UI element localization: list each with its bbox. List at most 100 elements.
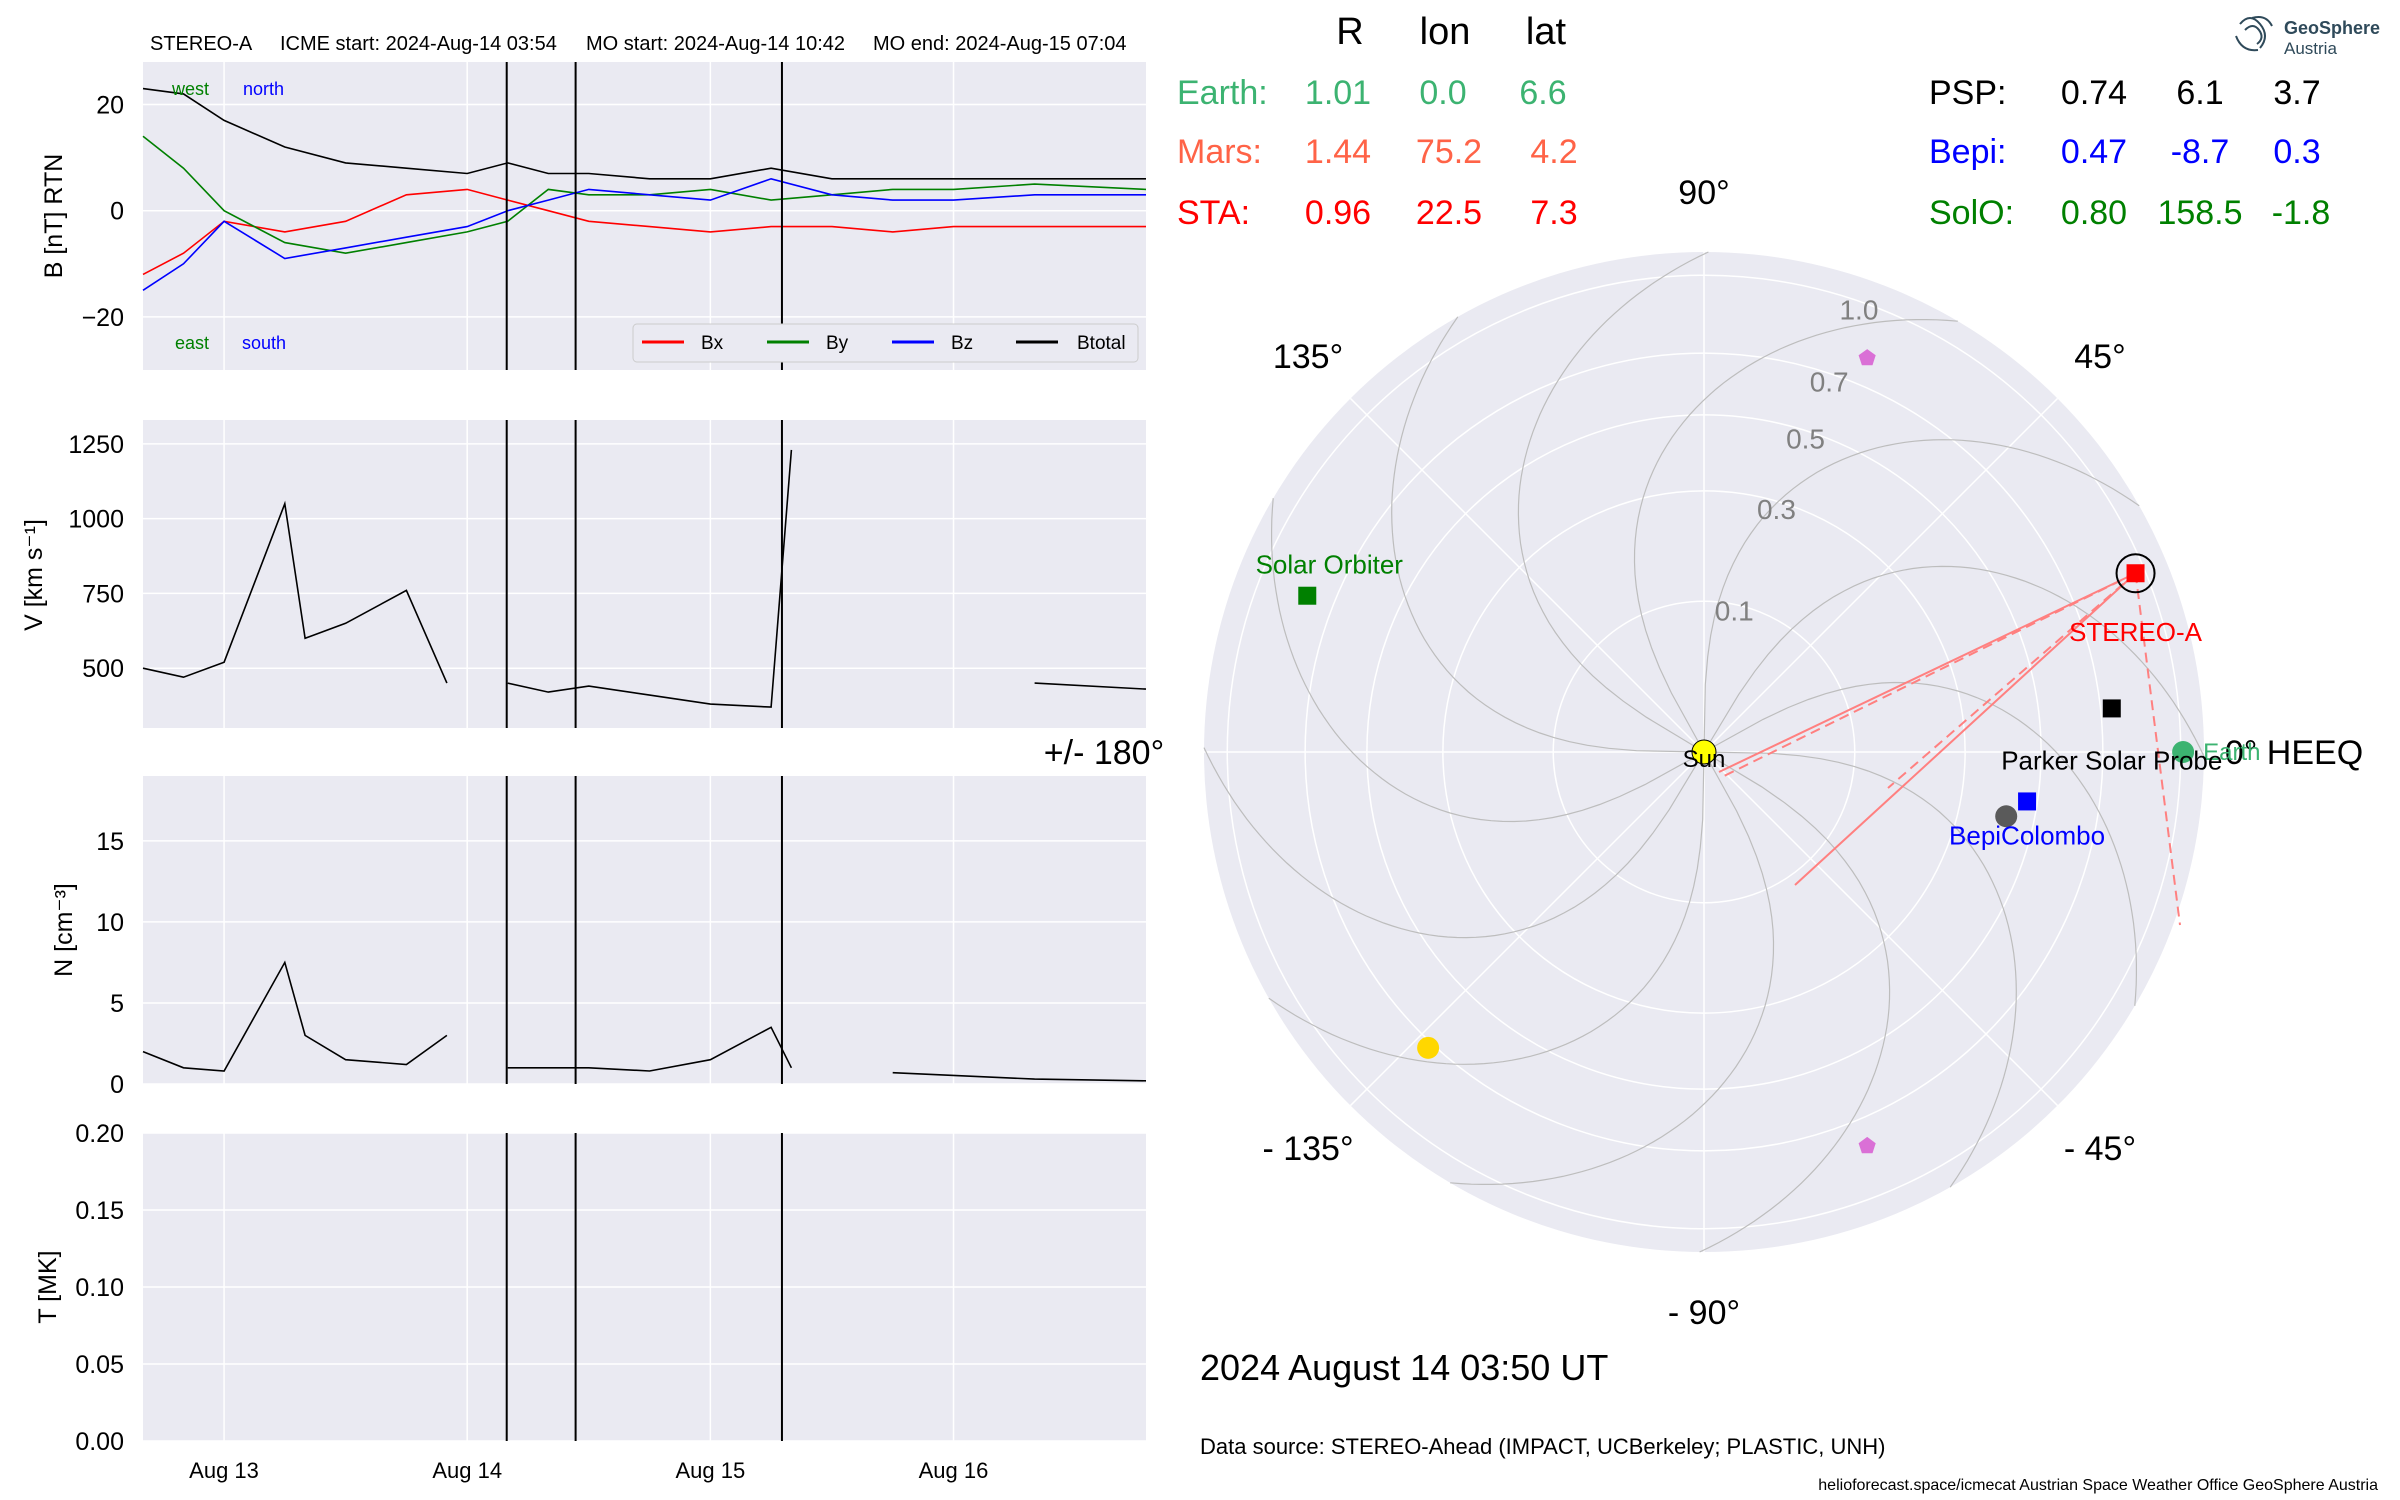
y-tick-label: 15 bbox=[96, 828, 124, 856]
row-mars-name: Mars: bbox=[1177, 133, 1262, 171]
y-tick-label: 10 bbox=[96, 909, 124, 937]
y-tick-label: 0.10 bbox=[75, 1274, 124, 1302]
north-annotation: north bbox=[243, 79, 284, 99]
row-bepi-r: 0.47 bbox=[2061, 133, 2127, 171]
row-solo-lon: 158.5 bbox=[2157, 194, 2242, 232]
parker-spiral bbox=[1699, 751, 1891, 1253]
n-ylabel: N [cm⁻³] bbox=[50, 883, 78, 977]
logo-swirl-icon bbox=[2235, 16, 2273, 52]
time-tick-label: Aug 13 bbox=[189, 1458, 259, 1483]
row-earth-name: Earth: bbox=[1177, 74, 1268, 112]
y-tick-label: 500 bbox=[82, 655, 124, 683]
y-tick-label: 20 bbox=[96, 91, 124, 119]
angle-label: - 135° bbox=[1262, 1130, 1353, 1168]
polar-plot: 0.1 0.3 0.5 0.7 1.0 0° HEEQ 45° 90° 135° +/- 180°… bbox=[1044, 174, 2363, 1332]
stereo-a-marker bbox=[2126, 564, 2145, 583]
bepicolombo-label: BepiColombo bbox=[1949, 820, 2105, 850]
stereo-a-fov-line bbox=[1718, 572, 2136, 773]
series-bx-line bbox=[142, 188, 1146, 276]
parker-spiral bbox=[1203, 747, 1705, 939]
parker-spiral bbox=[1271, 498, 1705, 823]
row-mars-r: 1.44 bbox=[1305, 133, 1371, 171]
b-ylabel: B [nT] RTN bbox=[40, 154, 68, 279]
y-tick-label: 1250 bbox=[68, 431, 124, 459]
angle-label: 90° bbox=[1678, 174, 1729, 212]
table-header-r: R bbox=[1336, 11, 1363, 53]
legend-btotal-label: Btotal bbox=[1077, 333, 1126, 354]
west-annotation: west bbox=[171, 79, 209, 99]
legend-bx-label: Bx bbox=[701, 333, 724, 354]
row-psp-lat: 3.7 bbox=[2273, 74, 2320, 112]
angle-label: 45° bbox=[2074, 338, 2125, 376]
spacecraft-title: STEREO-A bbox=[150, 33, 253, 55]
row-mars-lon: 75.2 bbox=[1416, 133, 1482, 171]
table-header-lon: lon bbox=[1420, 11, 1471, 53]
y-tick-label: 0.20 bbox=[75, 1120, 124, 1148]
radial-tick-label: 0.1 bbox=[1715, 596, 1754, 627]
parker-spiral bbox=[1703, 565, 2205, 757]
legend-box bbox=[632, 323, 1139, 363]
series-v-line bbox=[142, 449, 1147, 708]
angle-label: 0° HEEQ bbox=[2225, 734, 2363, 772]
row-solo-r: 0.80 bbox=[2061, 194, 2127, 232]
y-tick-label: 0.15 bbox=[75, 1197, 124, 1225]
y-tick-label: 750 bbox=[82, 580, 124, 608]
y-tick-label: 0.00 bbox=[75, 1428, 124, 1456]
earth-marker bbox=[2172, 741, 2195, 763]
row-bepi-name: Bepi: bbox=[1929, 133, 2007, 171]
time-tick-label: Aug 16 bbox=[919, 1458, 989, 1483]
parker-spiral bbox=[1517, 251, 1709, 753]
row-bepi-lon: -8.7 bbox=[2171, 133, 2230, 171]
parker-spiral bbox=[1703, 751, 2017, 1188]
series-btotal-line bbox=[142, 87, 1146, 180]
angle-label: +/- 180° bbox=[1044, 734, 1164, 772]
parker-solar-probe-label: Parker Solar Probe bbox=[2001, 745, 2222, 775]
parker-spiral bbox=[1268, 751, 1705, 1065]
stereo-a-fov-line bbox=[1794, 572, 2137, 886]
angle-label: 135° bbox=[1273, 338, 1343, 376]
geosphere-logo: GeoSphere Austria bbox=[2235, 16, 2380, 58]
parker-solar-probe-marker bbox=[2102, 699, 2121, 718]
t-ylabel: T [MK] bbox=[34, 1250, 62, 1323]
radial-tick-label: 0.7 bbox=[1810, 366, 1849, 397]
row-solo-name: SolO: bbox=[1929, 194, 2014, 232]
object-se-marker bbox=[1858, 1136, 1876, 1154]
parker-spiral bbox=[1703, 681, 2137, 1006]
parker-spiral bbox=[1633, 319, 1958, 753]
mo-start-label: MO start: 2024-Aug-14 10:42 bbox=[586, 33, 845, 55]
stereo-a-highlight-ring bbox=[2115, 553, 2156, 594]
parker-spiral bbox=[1391, 316, 1705, 753]
solar-orbiter-marker bbox=[1298, 586, 1317, 605]
y-tick-label: 5 bbox=[110, 990, 124, 1018]
stereo-a-label: STEREO-A bbox=[2069, 617, 2203, 647]
row-sta-lat: 7.3 bbox=[1530, 194, 1577, 232]
mo-end-label: MO end: 2024-Aug-15 07:04 bbox=[873, 33, 1127, 55]
south-annotation: south bbox=[242, 333, 286, 353]
radial-tick-label: 0.5 bbox=[1786, 424, 1825, 455]
parker-spiral bbox=[1703, 439, 2140, 753]
row-sta-r: 0.96 bbox=[1305, 194, 1371, 232]
row-psp-r: 0.74 bbox=[2061, 74, 2127, 112]
parker-spiral bbox=[1450, 751, 1775, 1185]
bepicolombo-marker bbox=[2018, 792, 2037, 811]
legend-by-label: By bbox=[826, 333, 849, 354]
row-mars-lat: 4.2 bbox=[1530, 133, 1577, 171]
row-earth-lon: 0.0 bbox=[1419, 74, 1466, 112]
east-annotation: east bbox=[175, 333, 209, 353]
panel-v-background bbox=[143, 420, 1146, 728]
series-by-line bbox=[142, 135, 1147, 255]
angle-label: - 90° bbox=[1668, 1294, 1740, 1332]
y-tick-label: 0.05 bbox=[75, 1351, 124, 1379]
position-table: R lon lat Earth: 1.01 0.0 6.6 Mars: 1.44… bbox=[1177, 11, 2330, 232]
logo-name: GeoSphere bbox=[2284, 18, 2380, 38]
panel-n-background bbox=[143, 776, 1146, 1084]
logo-country: Austria bbox=[2284, 39, 2337, 58]
time-tick-label: Aug 14 bbox=[432, 1458, 502, 1483]
earth-label: Earth bbox=[2203, 739, 2260, 766]
data-source-text: Data source: STEREO-Ahead (IMPACT, UCBer… bbox=[1200, 1434, 1885, 1459]
row-psp-lon: 6.1 bbox=[2176, 74, 2223, 112]
row-solo-lat: -1.8 bbox=[2272, 194, 2331, 232]
row-earth-r: 1.01 bbox=[1305, 74, 1371, 112]
icme-start-label: ICME start: 2024-Aug-14 03:54 bbox=[280, 33, 557, 55]
